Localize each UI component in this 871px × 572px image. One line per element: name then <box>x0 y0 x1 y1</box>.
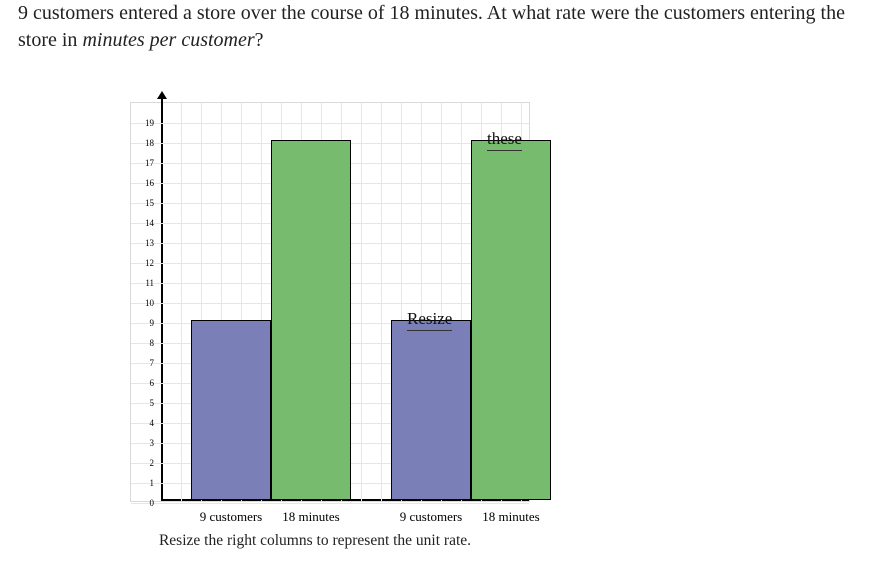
y-tick-label: 16 <box>145 178 154 188</box>
annotation-label: these <box>487 129 522 151</box>
y-tick-label: 5 <box>150 398 155 408</box>
bar-label: 18 minutes <box>282 509 339 525</box>
y-tick-label: 17 <box>145 158 154 168</box>
y-tick-label: 15 <box>145 198 154 208</box>
question-text: 9 customers entered a store over the cou… <box>0 0 871 62</box>
question-suffix: ? <box>255 29 264 51</box>
y-tick-label: 18 <box>145 138 154 148</box>
y-tick-label: 6 <box>150 378 155 388</box>
y-tick-label: 19 <box>145 118 154 128</box>
y-tick-label: 7 <box>150 358 155 368</box>
y-tick-label: 12 <box>145 258 154 268</box>
y-tick-label: 13 <box>145 238 154 248</box>
y-tick-label: 0 <box>150 498 155 508</box>
y-tick-label: 4 <box>150 418 155 428</box>
y-tick-label: 11 <box>145 278 154 288</box>
bar <box>191 320 271 500</box>
y-axis <box>161 97 163 501</box>
grid-line <box>131 123 529 124</box>
annotation-label: Resize <box>407 309 452 331</box>
y-tick-label: 10 <box>145 298 154 308</box>
bar-label: 9 customers <box>200 509 262 525</box>
y-tick-label: 3 <box>150 438 155 448</box>
chart-container: 0123456789101112131415161718199 customer… <box>130 102 560 550</box>
question-italic: minutes per customer <box>82 29 254 51</box>
bar[interactable] <box>391 320 471 500</box>
bar[interactable] <box>471 140 551 500</box>
y-tick-label: 1 <box>150 478 155 488</box>
grid-line <box>131 503 529 504</box>
bar-label: 9 customers <box>400 509 462 525</box>
y-tick-label: 9 <box>150 318 155 328</box>
chart-area: 0123456789101112131415161718199 customer… <box>130 102 530 502</box>
y-tick-label: 8 <box>150 338 155 348</box>
y-tick-label: 14 <box>145 218 154 228</box>
bar <box>271 140 351 500</box>
bar-label: 18 minutes <box>482 509 539 525</box>
y-tick-label: 2 <box>150 458 155 468</box>
chart-caption: Resize the right columns to represent th… <box>70 532 560 550</box>
y-axis-arrow-icon <box>157 91 167 99</box>
